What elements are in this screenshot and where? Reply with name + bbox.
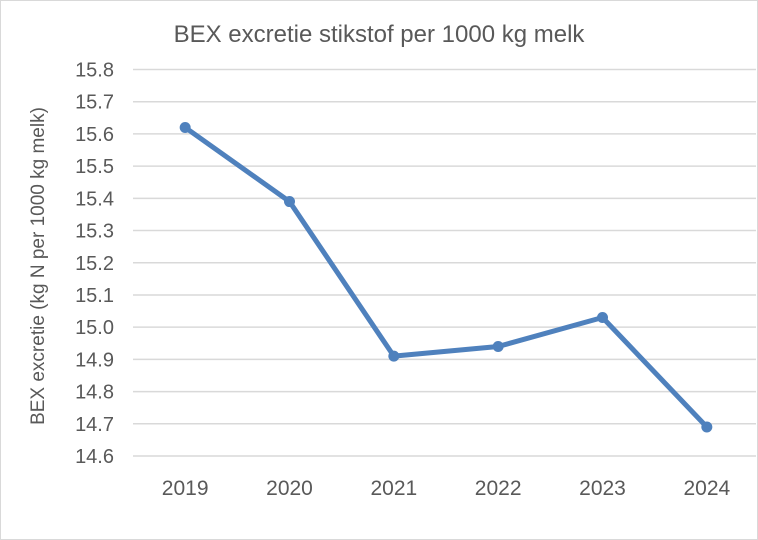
data-point [284,196,295,208]
y-tick-label: 15.0 [75,317,114,339]
x-tick-label: 2020 [266,477,313,500]
y-tick-label: 14.7 [75,414,114,436]
x-tick-label: 2021 [370,477,417,500]
y-tick-label: 15.2 [75,253,114,275]
x-tick-label: 2022 [475,477,522,500]
data-line [182,124,710,430]
y-tick-label: 15.6 [75,124,114,146]
data-point [597,312,608,324]
y-tick-label: 15.3 [75,221,114,243]
data-point [701,421,713,433]
data-point [492,340,504,352]
x-tick-label: 2023 [579,477,626,500]
y-tick-label: 14.9 [75,349,114,371]
data-point [179,121,191,133]
x-tick-label: 2019 [162,477,209,500]
y-tick-label: 15.5 [75,156,114,178]
y-tick-label: 15.1 [75,285,114,307]
chart-title: BEX excretie stikstof per 1000 kg melk [173,21,585,48]
y-tick-label: 14.6 [75,446,114,468]
y-tick-label: 15.4 [75,188,114,210]
y-tick-label: 14.8 [75,382,114,404]
y-tick-label: 15.8 [75,60,114,82]
data-point [388,350,400,362]
x-tick-label: 2024 [683,477,730,500]
y-tick-label: 15.7 [75,92,114,114]
